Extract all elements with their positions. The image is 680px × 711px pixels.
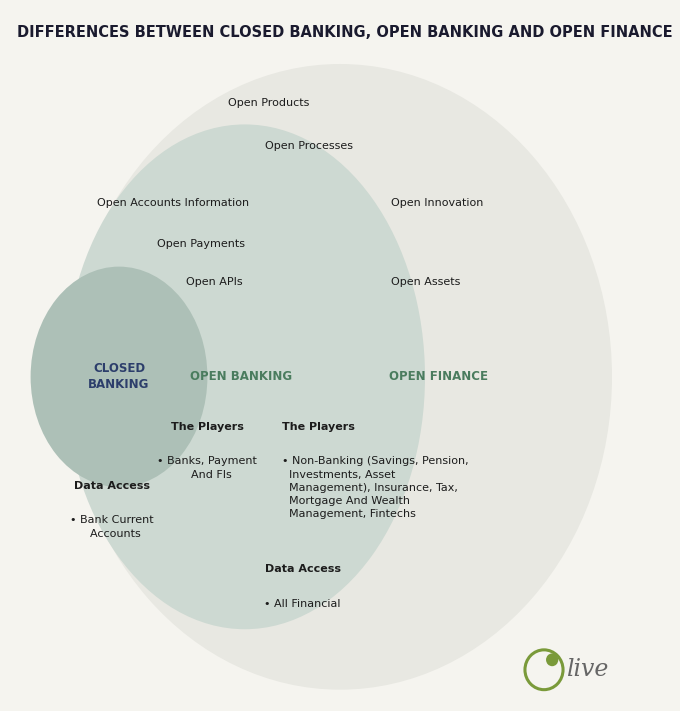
- Text: • Banks, Payment
  And FIs: • Banks, Payment And FIs: [158, 456, 257, 480]
- Text: Open Innovation: Open Innovation: [391, 198, 483, 208]
- Text: Open Products: Open Products: [228, 98, 309, 108]
- Text: Open APIs: Open APIs: [186, 277, 243, 287]
- Text: OPEN BANKING: OPEN BANKING: [190, 370, 292, 383]
- Text: OPEN FINANCE: OPEN FINANCE: [389, 370, 488, 383]
- Text: Open Assets: Open Assets: [391, 277, 460, 287]
- Text: Open Accounts Information: Open Accounts Information: [97, 198, 250, 208]
- Text: • Non-Banking (Savings, Pension,
  Investments, Asset
  Management), Insurance, : • Non-Banking (Savings, Pension, Investm…: [282, 456, 469, 519]
- Ellipse shape: [65, 124, 425, 629]
- Ellipse shape: [68, 64, 612, 690]
- Ellipse shape: [31, 267, 207, 487]
- Text: Data Access: Data Access: [265, 564, 341, 574]
- Text: DIFFERENCES BETWEEN CLOSED BANKING, OPEN BANKING AND OPEN FINANCE: DIFFERENCES BETWEEN CLOSED BANKING, OPEN…: [17, 25, 673, 40]
- Text: The Players: The Players: [171, 422, 244, 432]
- Circle shape: [546, 653, 558, 666]
- Text: • Bank Current
  Accounts: • Bank Current Accounts: [71, 515, 154, 539]
- Text: Open Payments: Open Payments: [156, 239, 245, 249]
- Text: live: live: [566, 658, 608, 681]
- Text: Open Processes: Open Processes: [265, 141, 354, 151]
- Text: CLOSED
BANKING: CLOSED BANKING: [88, 363, 150, 391]
- Text: • All Financial: • All Financial: [265, 599, 341, 609]
- Text: The Players: The Players: [282, 422, 355, 432]
- Text: Data Access: Data Access: [74, 481, 150, 491]
